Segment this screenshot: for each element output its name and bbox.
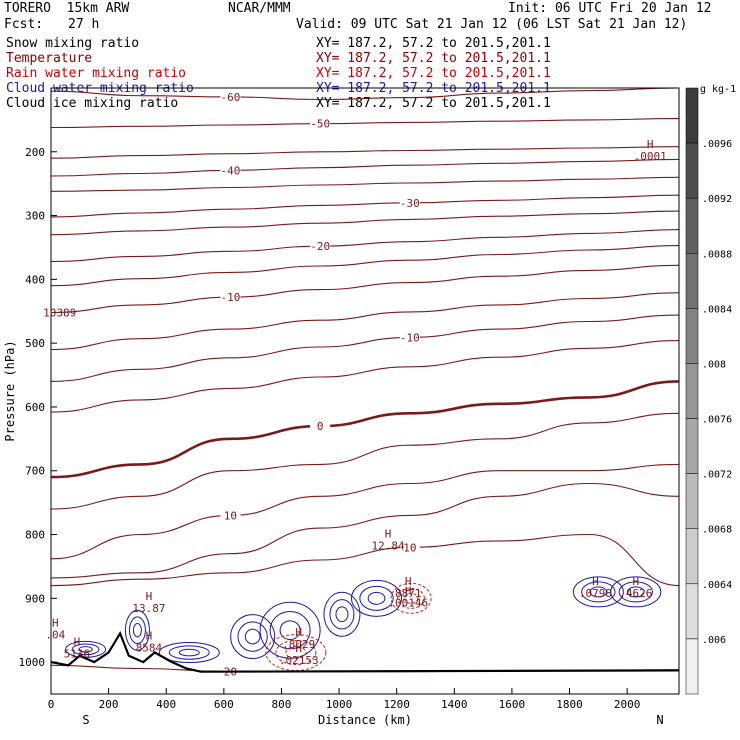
cross-section-chart: -60-50-40-30-20-10-100101020 0 200 400 600 8…	[0, 0, 740, 740]
mixing-ratio-contour	[324, 592, 360, 636]
temperature-contour-line	[51, 211, 679, 235]
colorbar-swatch	[686, 143, 698, 198]
colorbar-swatch	[686, 639, 698, 694]
y-tick-label: 300	[25, 210, 45, 223]
temperature-contour-line	[51, 484, 679, 578]
x-tick-label: 2000	[614, 698, 641, 711]
y-tick-label: 800	[25, 529, 45, 542]
contour-label: 0	[317, 420, 324, 433]
temperature-contour-line	[51, 177, 679, 191]
colorbar: .0096 .0092 .0088 .0084 .008 .0076 .0072 .0068.…	[686, 84, 736, 694]
temperature-contour-line	[51, 159, 679, 176]
temperature-contour-line	[51, 381, 679, 477]
x-tick-label: 200	[99, 698, 119, 711]
temperature-contour-line	[51, 230, 679, 262]
colorbar-swatch	[686, 584, 698, 639]
temperature-contour-line	[51, 341, 679, 413]
colorbar-label: .0072	[702, 470, 732, 481]
temperature-contour-line	[51, 535, 679, 586]
colorbar-unit: g kg-1	[700, 84, 736, 95]
mixing-ratio-contour	[336, 607, 348, 622]
mixing-ratio-contour	[238, 622, 267, 651]
mixing-ratio-contour	[179, 649, 199, 656]
y-axis-title: Pressure (hPa)	[3, 340, 17, 441]
x-tick-label: 1200	[383, 698, 410, 711]
mixing-ratio-contour	[368, 592, 385, 604]
x-axis-title: Distance (km)	[318, 713, 412, 727]
colorbar-swatch	[686, 529, 698, 584]
colorbar-label: .0064	[702, 580, 732, 591]
x-tick-label: 600	[214, 698, 234, 711]
colorbar-label: .0088	[702, 249, 732, 260]
high-value: .4626	[619, 587, 652, 600]
x-tick-label: 0	[48, 698, 55, 711]
contour-label: -60	[220, 91, 240, 104]
x-tick-label: 400	[156, 698, 176, 711]
high-value: 13.87	[132, 602, 165, 615]
contour-label: -10	[220, 291, 240, 304]
colorbar-swatch	[686, 88, 698, 143]
x-tick-label: 800	[272, 698, 292, 711]
colorbar-label: .0084	[702, 304, 732, 315]
colorbar-swatch	[686, 419, 698, 474]
contour-label: -20	[310, 240, 330, 253]
high-value: .0798	[579, 587, 612, 600]
colorbar-label: .0068	[702, 525, 732, 536]
y-tick-label: 700	[25, 465, 45, 478]
plot-axes: 0 200 400 600 800 1000 1200 1400 1600 1800 2000200…	[3, 88, 679, 727]
high-value: 12.84	[371, 539, 404, 552]
x-tick-label: 1400	[441, 698, 468, 711]
mixing-ratio-contour	[133, 624, 141, 637]
contour-label: -40	[220, 164, 240, 177]
colorbar-label: .0096	[702, 139, 732, 150]
mixing-ratio-contour	[129, 617, 145, 644]
high-value: .0001	[634, 150, 667, 163]
colorbar-swatch	[686, 253, 698, 308]
temperature-contour-line	[51, 88, 679, 100]
y-tick-label: 600	[25, 401, 45, 414]
mixing-ratio-contour	[231, 615, 275, 659]
y-tick-label: 200	[25, 146, 45, 159]
colorbar-swatch	[686, 363, 698, 418]
y-tick-label: 500	[25, 337, 45, 350]
mixing-ratio-contour	[330, 600, 354, 629]
temperature-contour-line	[51, 246, 679, 286]
colorbar-label: .006	[702, 635, 726, 646]
moisture-contours	[66, 577, 661, 671]
contour-label: 10	[224, 509, 237, 522]
colorbar-label: .008	[702, 359, 726, 370]
temperature-contour-line	[51, 464, 679, 558]
colorbar-label: .0076	[702, 415, 732, 426]
colorbar-swatch	[686, 474, 698, 529]
temperature-contour-line	[51, 413, 679, 509]
contour-label: 10	[403, 541, 416, 554]
north-end-label: N	[656, 713, 663, 727]
high-value: .04	[45, 629, 65, 642]
x-tick-label: 1000	[326, 698, 353, 711]
high-value: .02153	[279, 654, 319, 667]
colorbar-swatch	[686, 198, 698, 253]
y-tick-label: 400	[25, 273, 45, 286]
x-tick-label: 1800	[556, 698, 583, 711]
temperature-contour-line	[51, 119, 679, 128]
x-tick-label: 1600	[499, 698, 526, 711]
y-tick-label: 1000	[19, 656, 46, 669]
contour-label: -50	[310, 118, 330, 131]
colorbar-label: .0092	[702, 194, 732, 205]
south-end-label: S	[82, 713, 89, 727]
contour-label: -30	[400, 197, 420, 210]
high-value: 8584	[136, 641, 163, 654]
high-value: .00146	[388, 597, 428, 610]
colorbar-swatch	[686, 308, 698, 363]
contour-label: -10	[400, 331, 420, 344]
temperature-contour-line	[51, 147, 679, 159]
mixing-ratio-contour	[245, 629, 260, 644]
y-tick-label: 900	[25, 592, 45, 605]
high-value: 5136	[64, 648, 91, 661]
temperature-contour-line	[51, 265, 679, 312]
high-value: 10389	[43, 306, 76, 319]
mixing-ratio-contour	[169, 646, 209, 659]
